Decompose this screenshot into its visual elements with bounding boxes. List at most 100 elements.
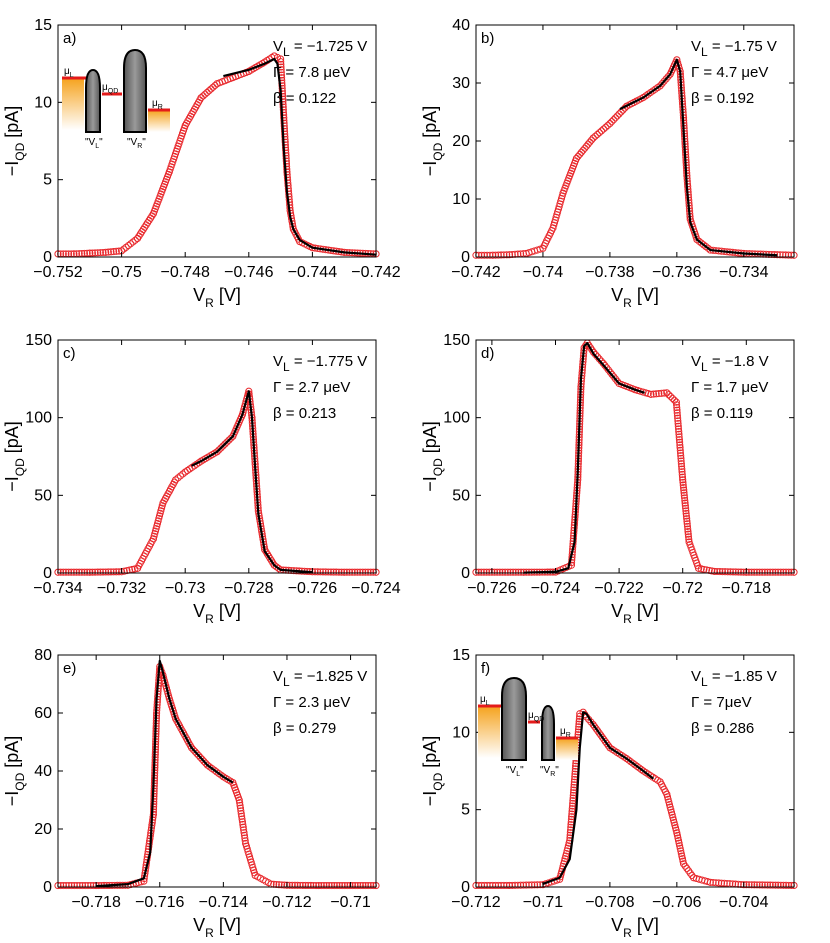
data-point bbox=[283, 173, 291, 182]
data-point bbox=[675, 430, 683, 438]
mu-r-sub: R bbox=[158, 104, 163, 111]
data-point bbox=[59, 568, 67, 576]
data-point bbox=[577, 148, 585, 156]
data-point bbox=[336, 882, 344, 890]
data-point bbox=[193, 750, 201, 758]
data-point bbox=[785, 881, 793, 889]
x-axis-label-unit: [V] bbox=[632, 601, 659, 621]
data-point bbox=[278, 881, 286, 889]
x-axis-label-unit: [V] bbox=[632, 915, 659, 935]
data-point bbox=[612, 375, 620, 383]
mu-r-sub: R bbox=[566, 732, 571, 739]
data-point bbox=[348, 568, 356, 576]
data-point bbox=[681, 862, 689, 870]
data-point bbox=[553, 211, 561, 219]
data-point bbox=[608, 370, 616, 379]
data-point bbox=[644, 390, 652, 398]
data-point bbox=[556, 200, 564, 208]
mu-l-symbol: μ bbox=[480, 694, 486, 705]
data-point bbox=[673, 403, 681, 412]
data-point bbox=[600, 125, 608, 133]
data-point bbox=[131, 236, 139, 244]
data-point bbox=[678, 465, 686, 473]
data-point bbox=[606, 120, 614, 128]
data-point bbox=[346, 882, 354, 890]
data-point bbox=[279, 92, 287, 100]
data-point bbox=[284, 187, 293, 195]
y-tick-label: 40 bbox=[452, 17, 470, 34]
x-tick-label: −0.708 bbox=[585, 894, 634, 911]
data-point bbox=[604, 366, 613, 374]
data-point bbox=[110, 568, 118, 576]
x-axis-label-main: V bbox=[611, 285, 623, 305]
data-point bbox=[279, 100, 287, 108]
data-point bbox=[709, 879, 717, 887]
y-axis-label-sub: QD bbox=[13, 142, 27, 160]
data-point bbox=[283, 168, 291, 176]
data-point bbox=[597, 127, 606, 135]
data-point bbox=[176, 472, 184, 480]
data-point bbox=[282, 157, 290, 165]
data-point bbox=[91, 568, 99, 576]
x-axis-label: VR [V] bbox=[193, 601, 241, 626]
data-point bbox=[570, 532, 578, 540]
data-point bbox=[763, 568, 772, 576]
data-point bbox=[509, 568, 517, 576]
data-point bbox=[715, 879, 723, 887]
data-point bbox=[586, 138, 594, 146]
data-point bbox=[684, 530, 692, 538]
data-point bbox=[512, 568, 520, 576]
data-point bbox=[779, 881, 787, 889]
data-point bbox=[215, 769, 223, 778]
y-axis-label-unit: [pA] bbox=[420, 736, 440, 773]
data-point bbox=[62, 882, 70, 890]
data-point bbox=[591, 132, 599, 140]
data-point bbox=[662, 75, 670, 83]
mu-l-sub: L bbox=[70, 72, 74, 79]
data-point bbox=[359, 568, 367, 576]
annotation-vl-sub: L bbox=[701, 675, 708, 689]
panel-label: b) bbox=[481, 30, 494, 47]
mu-r-symbol: μ bbox=[152, 98, 158, 109]
right-barrier bbox=[541, 704, 555, 761]
data-point bbox=[201, 90, 209, 98]
left-lead-fill bbox=[478, 706, 500, 758]
data-point bbox=[655, 390, 663, 398]
data-point bbox=[679, 478, 687, 486]
gate-r-sub: R bbox=[550, 771, 555, 778]
mu-qd-symbol: μ bbox=[102, 82, 108, 93]
data-point bbox=[158, 502, 166, 510]
y-tick-label: 5 bbox=[461, 802, 470, 819]
data-point bbox=[237, 807, 245, 815]
data-point bbox=[680, 489, 688, 497]
data-point bbox=[280, 125, 288, 133]
data-point bbox=[88, 568, 96, 576]
annotation-vl-value: = −1.75 V bbox=[708, 38, 777, 55]
y-tick-label: 80 bbox=[34, 647, 52, 664]
data-point bbox=[569, 534, 577, 543]
data-point bbox=[285, 190, 293, 198]
data-point bbox=[333, 882, 341, 890]
data-point bbox=[59, 882, 68, 890]
data-point bbox=[695, 237, 703, 245]
data-point bbox=[650, 390, 658, 398]
data-point bbox=[587, 136, 596, 144]
data-point bbox=[275, 881, 283, 889]
data-point bbox=[670, 396, 678, 404]
data-point bbox=[94, 249, 102, 257]
x-tick-label: −0.706 bbox=[652, 894, 701, 911]
data-point bbox=[483, 251, 491, 259]
data-point bbox=[705, 566, 713, 574]
gate-l-main: "V bbox=[85, 137, 96, 148]
fit-line-3 bbox=[191, 390, 313, 574]
annotation-vl-value: = −1.775 V bbox=[290, 353, 368, 370]
data-point bbox=[203, 88, 211, 97]
data-point bbox=[505, 251, 514, 259]
data-point bbox=[603, 364, 611, 372]
y-tick-label: 100 bbox=[443, 410, 470, 427]
data-point bbox=[713, 567, 721, 576]
data-point bbox=[477, 568, 485, 576]
data-point bbox=[704, 244, 712, 252]
data-point bbox=[758, 881, 766, 889]
data-point bbox=[678, 852, 686, 860]
